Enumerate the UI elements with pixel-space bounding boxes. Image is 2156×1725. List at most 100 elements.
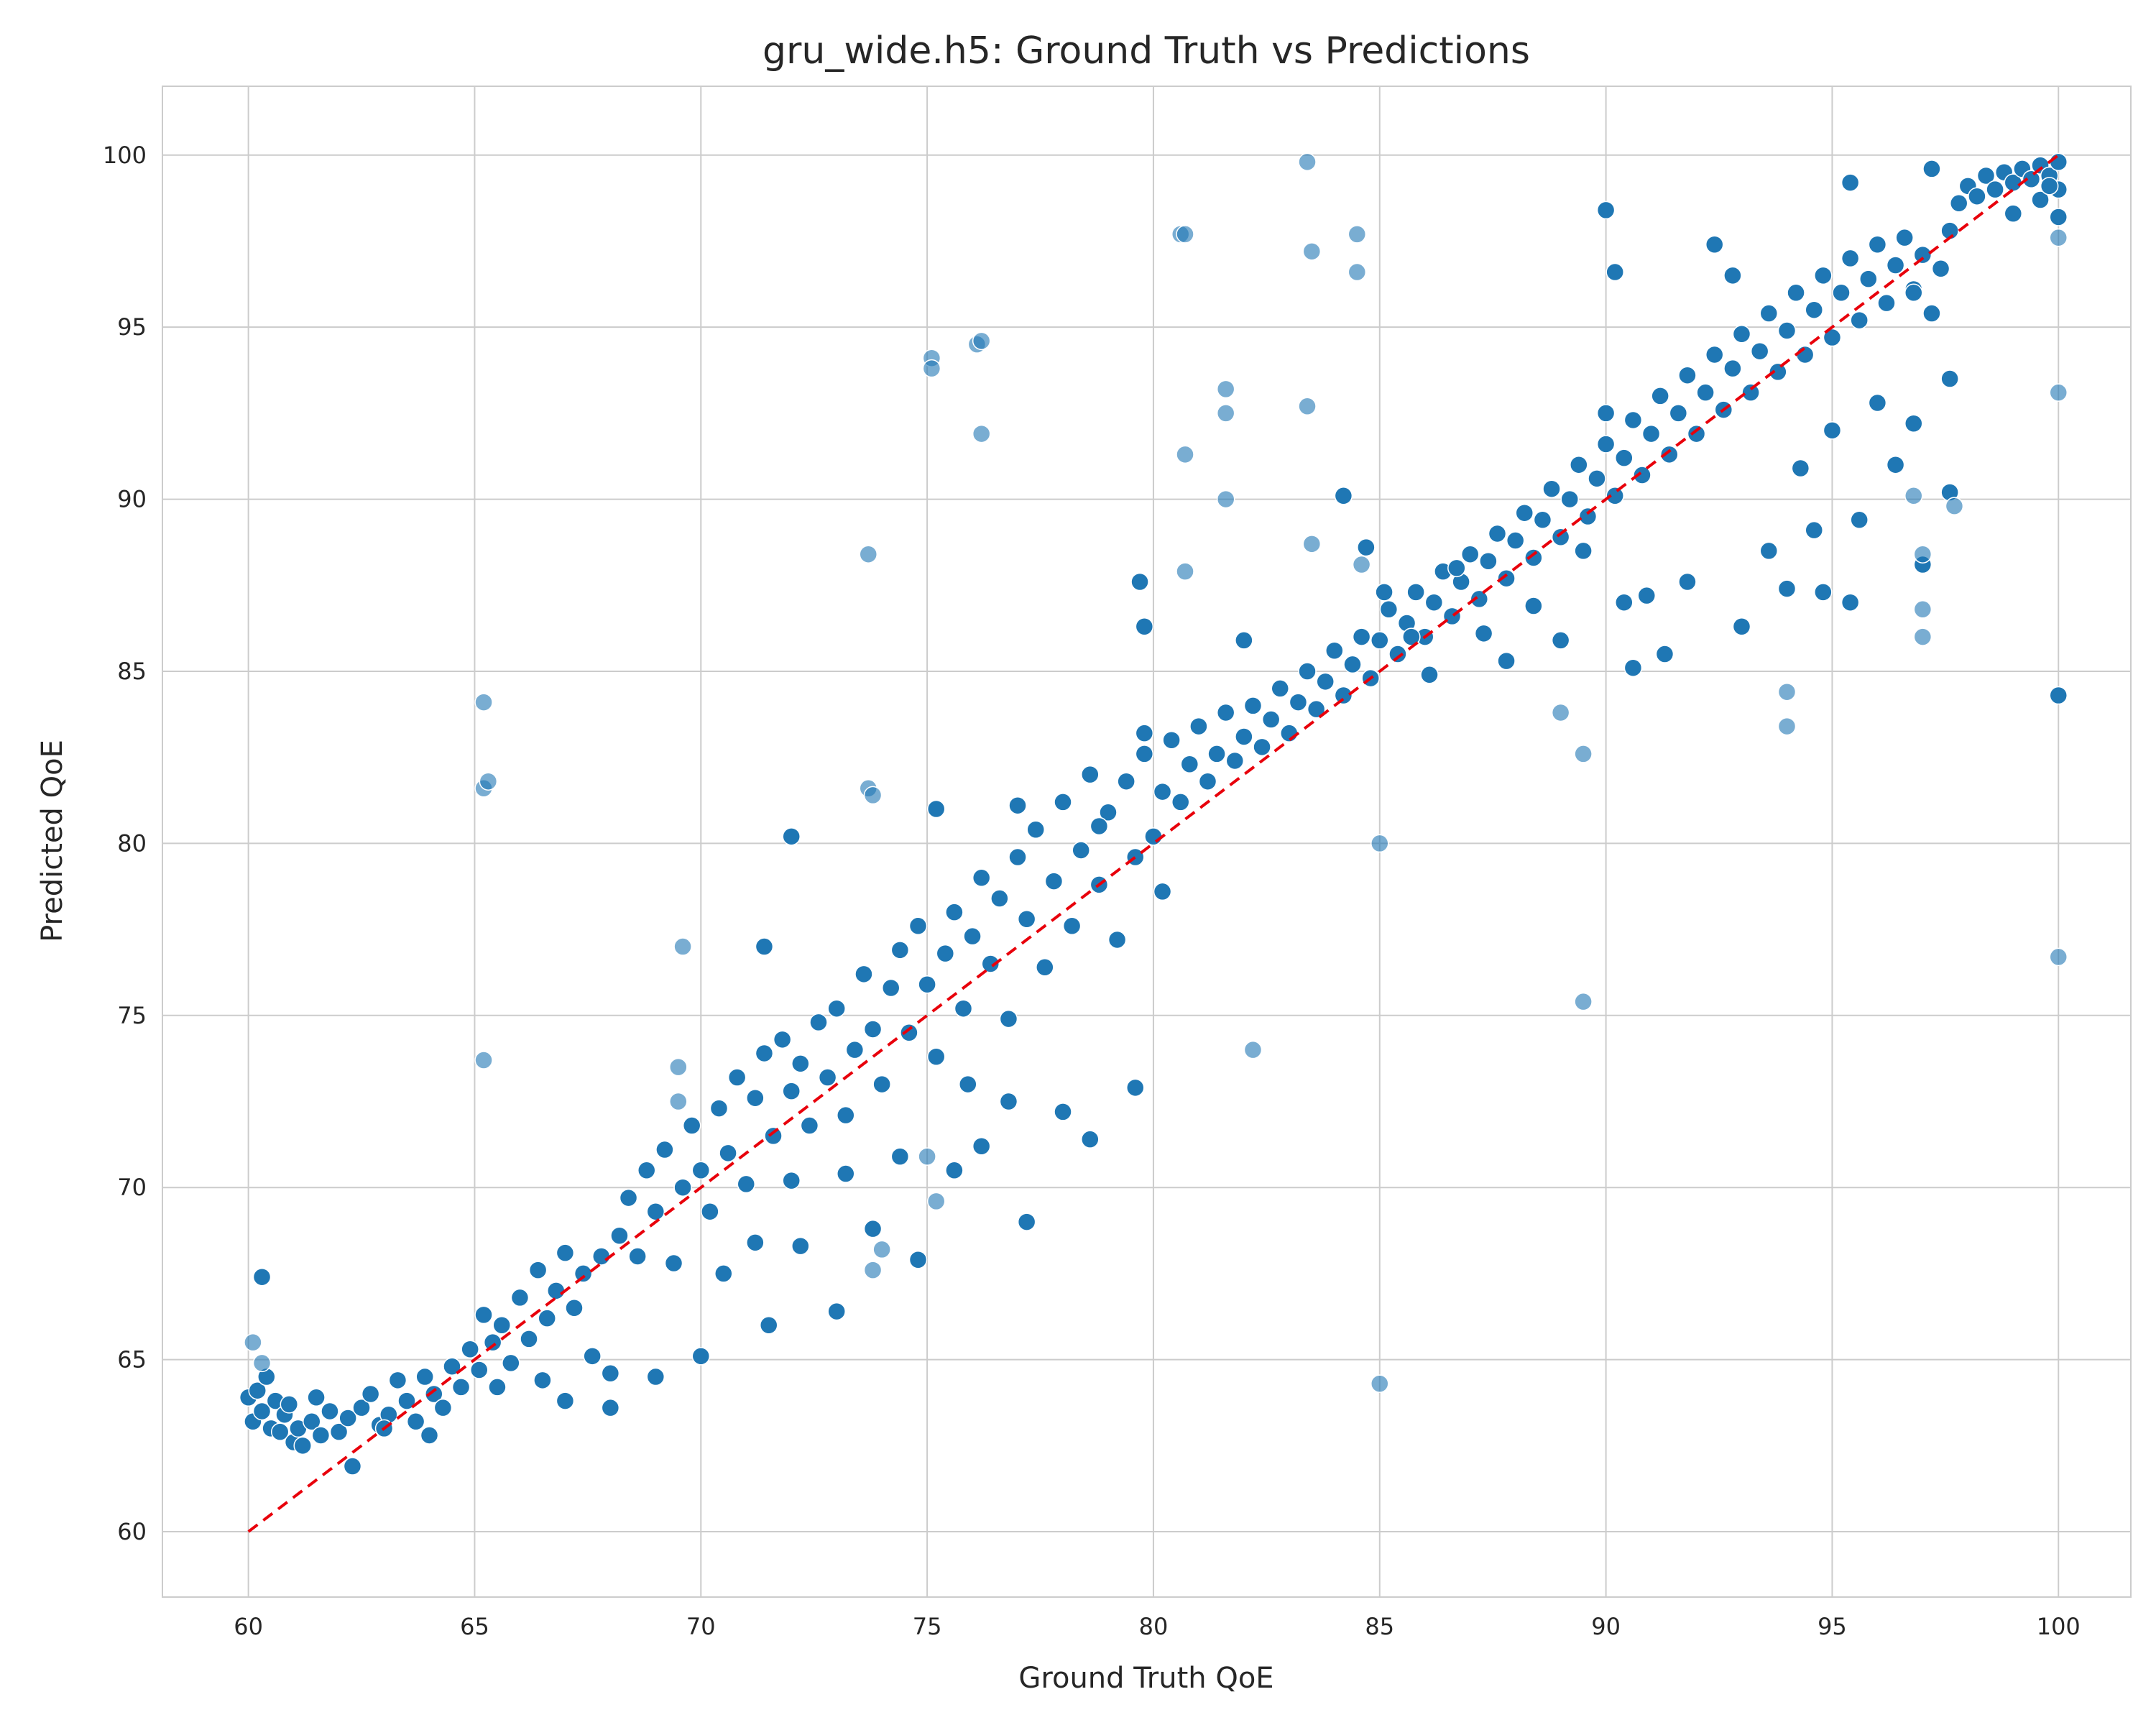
data-point — [1913, 627, 1932, 646]
data-point — [451, 1378, 471, 1397]
data-point — [628, 1247, 647, 1266]
data-point — [1542, 479, 1561, 498]
data-point — [1578, 507, 1598, 526]
data-point — [1606, 262, 1624, 282]
data-point — [1388, 645, 1407, 663]
x-tick-label: 80 — [1139, 1613, 1169, 1640]
data-point — [1135, 745, 1154, 763]
data-point — [1841, 593, 1860, 612]
data-point — [2004, 204, 2023, 223]
data-point — [556, 1243, 575, 1262]
data-point — [1216, 404, 1235, 423]
data-point — [1931, 259, 1950, 278]
data-point — [737, 1174, 756, 1194]
data-point — [1945, 497, 1964, 515]
data-point — [1017, 1213, 1036, 1231]
data-point — [872, 1240, 891, 1259]
data-point — [1696, 383, 1715, 402]
data-point — [547, 1282, 566, 1300]
data-point — [709, 1099, 729, 1118]
data-point — [1877, 293, 1896, 313]
y-tick-label: 95 — [117, 313, 147, 341]
data-point — [1823, 421, 1842, 440]
data-point — [1777, 579, 1797, 598]
data-point — [863, 786, 883, 805]
data-point — [502, 1353, 520, 1373]
data-point — [1723, 266, 1742, 285]
data-point — [782, 1082, 801, 1100]
data-point — [1026, 820, 1045, 839]
y-tick-label: 90 — [117, 486, 147, 513]
data-point — [1036, 958, 1054, 977]
data-point — [406, 1412, 425, 1431]
data-point — [1596, 404, 1616, 423]
data-point — [1352, 627, 1371, 646]
data-point — [1153, 882, 1172, 901]
data-point — [488, 1378, 507, 1397]
data-point — [388, 1371, 407, 1390]
data-point — [474, 1051, 493, 1070]
data-point — [1470, 589, 1489, 609]
data-point — [433, 1398, 453, 1417]
data-point — [900, 1023, 918, 1042]
data-point — [1008, 847, 1027, 867]
data-point — [583, 1347, 602, 1366]
x-tick-label: 95 — [1818, 1613, 1847, 1640]
data-point — [1298, 397, 1317, 416]
data-point — [673, 937, 692, 956]
data-point — [1551, 528, 1570, 546]
data-point — [1913, 245, 1932, 264]
data-point — [827, 1302, 846, 1321]
data-point — [1479, 552, 1498, 571]
data-point — [972, 1137, 991, 1156]
data-point — [782, 1171, 801, 1190]
data-point — [1497, 569, 1516, 588]
data-point — [2031, 190, 2050, 209]
data-point — [945, 903, 964, 921]
x-tick-label: 65 — [460, 1613, 489, 1640]
data-point — [673, 1178, 692, 1197]
data-point — [669, 1092, 688, 1111]
y-tick-label: 75 — [117, 1002, 147, 1029]
data-point — [746, 1088, 765, 1108]
data-point — [1588, 469, 1606, 488]
data-point — [863, 1020, 883, 1039]
data-point — [520, 1330, 538, 1348]
data-point — [1940, 369, 1959, 388]
data-point — [714, 1264, 733, 1283]
data-point — [1117, 772, 1135, 791]
data-point — [352, 1398, 371, 1417]
data-point — [1574, 745, 1593, 763]
data-point — [1841, 249, 1860, 268]
data-point — [1777, 321, 1797, 340]
data-point — [926, 1047, 946, 1067]
data-point — [556, 1392, 575, 1410]
data-point — [1153, 782, 1172, 801]
data-point — [981, 954, 1000, 973]
data-point — [1298, 662, 1317, 681]
data-point — [827, 999, 846, 1018]
data-point — [321, 1402, 339, 1421]
data-point — [528, 1261, 548, 1279]
data-point — [425, 1384, 443, 1404]
data-point — [972, 331, 991, 351]
data-point — [646, 1202, 665, 1221]
data-point — [311, 1426, 331, 1445]
data-point — [999, 1009, 1018, 1029]
data-point — [1904, 487, 1923, 505]
data-point — [1551, 631, 1570, 650]
data-point — [1406, 583, 1425, 602]
data-point — [1570, 455, 1588, 474]
data-point — [691, 1347, 711, 1366]
data-point — [361, 1384, 380, 1404]
data-point — [1171, 793, 1190, 811]
chart-title: gru_wide.h5: Ground Truth vs Predictions — [763, 29, 1530, 73]
data-point — [1859, 270, 1878, 288]
data-point — [1176, 225, 1194, 244]
data-point — [926, 799, 946, 819]
data-point — [1759, 541, 1779, 561]
data-point — [1678, 366, 1697, 385]
data-point — [252, 1402, 272, 1421]
data-point — [972, 424, 991, 443]
data-point — [1868, 393, 1887, 413]
